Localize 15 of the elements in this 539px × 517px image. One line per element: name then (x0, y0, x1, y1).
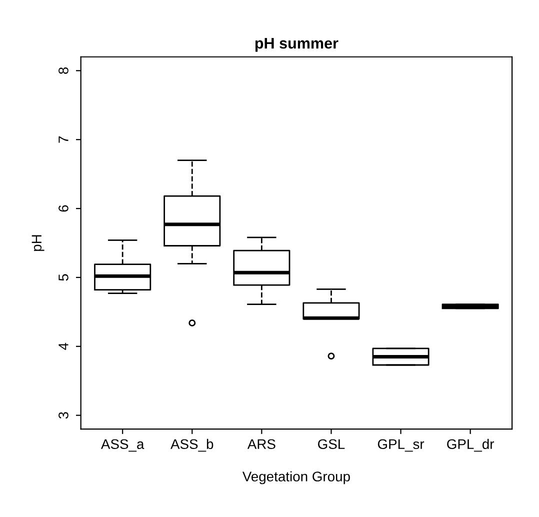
y-tick-label: 4 (58, 342, 68, 350)
x-tick-label: GSL (318, 439, 345, 450)
x-tick-label: ARS (247, 439, 276, 450)
x-tick-label: GPL_sr (378, 439, 424, 452)
x-tick-label: ASS_b (170, 438, 214, 452)
y-axis-title: pH (32, 235, 44, 251)
y-tick-label: 3 (58, 412, 68, 419)
x-tick-label: ASS_a (100, 439, 144, 452)
y-tick-label: 6 (58, 205, 68, 212)
x-tick-label: GPL_dr (447, 438, 494, 452)
x-axis-title: Vegetation Group (242, 471, 350, 484)
y-tick-label: 5 (58, 274, 68, 281)
y-tick-label: 7 (58, 136, 68, 143)
y-tick-label: 8 (58, 67, 68, 74)
chart-title: pH summer (255, 38, 338, 52)
